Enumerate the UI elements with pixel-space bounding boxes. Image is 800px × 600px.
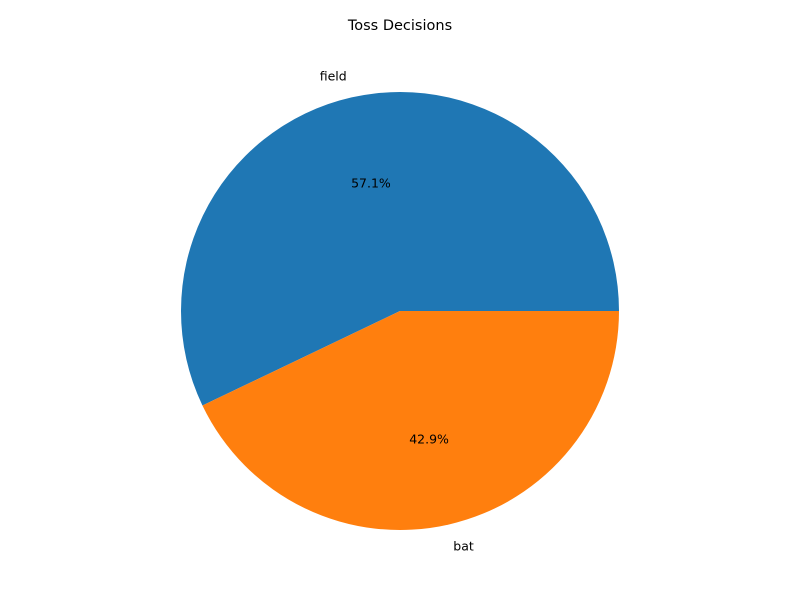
percent-label-bat: 42.9% bbox=[409, 432, 449, 447]
pie-labels: field 57.1% bat 42.9% bbox=[320, 69, 474, 554]
pie-slice-field bbox=[181, 91, 620, 406]
slice-label-bat: bat bbox=[453, 538, 474, 553]
slice-label-field: field bbox=[320, 69, 347, 84]
chart-title: Toss Decisions bbox=[347, 18, 452, 34]
pie-slice-bat bbox=[202, 311, 619, 530]
pie-slices bbox=[181, 91, 620, 530]
percent-label-field: 57.1% bbox=[351, 175, 391, 190]
